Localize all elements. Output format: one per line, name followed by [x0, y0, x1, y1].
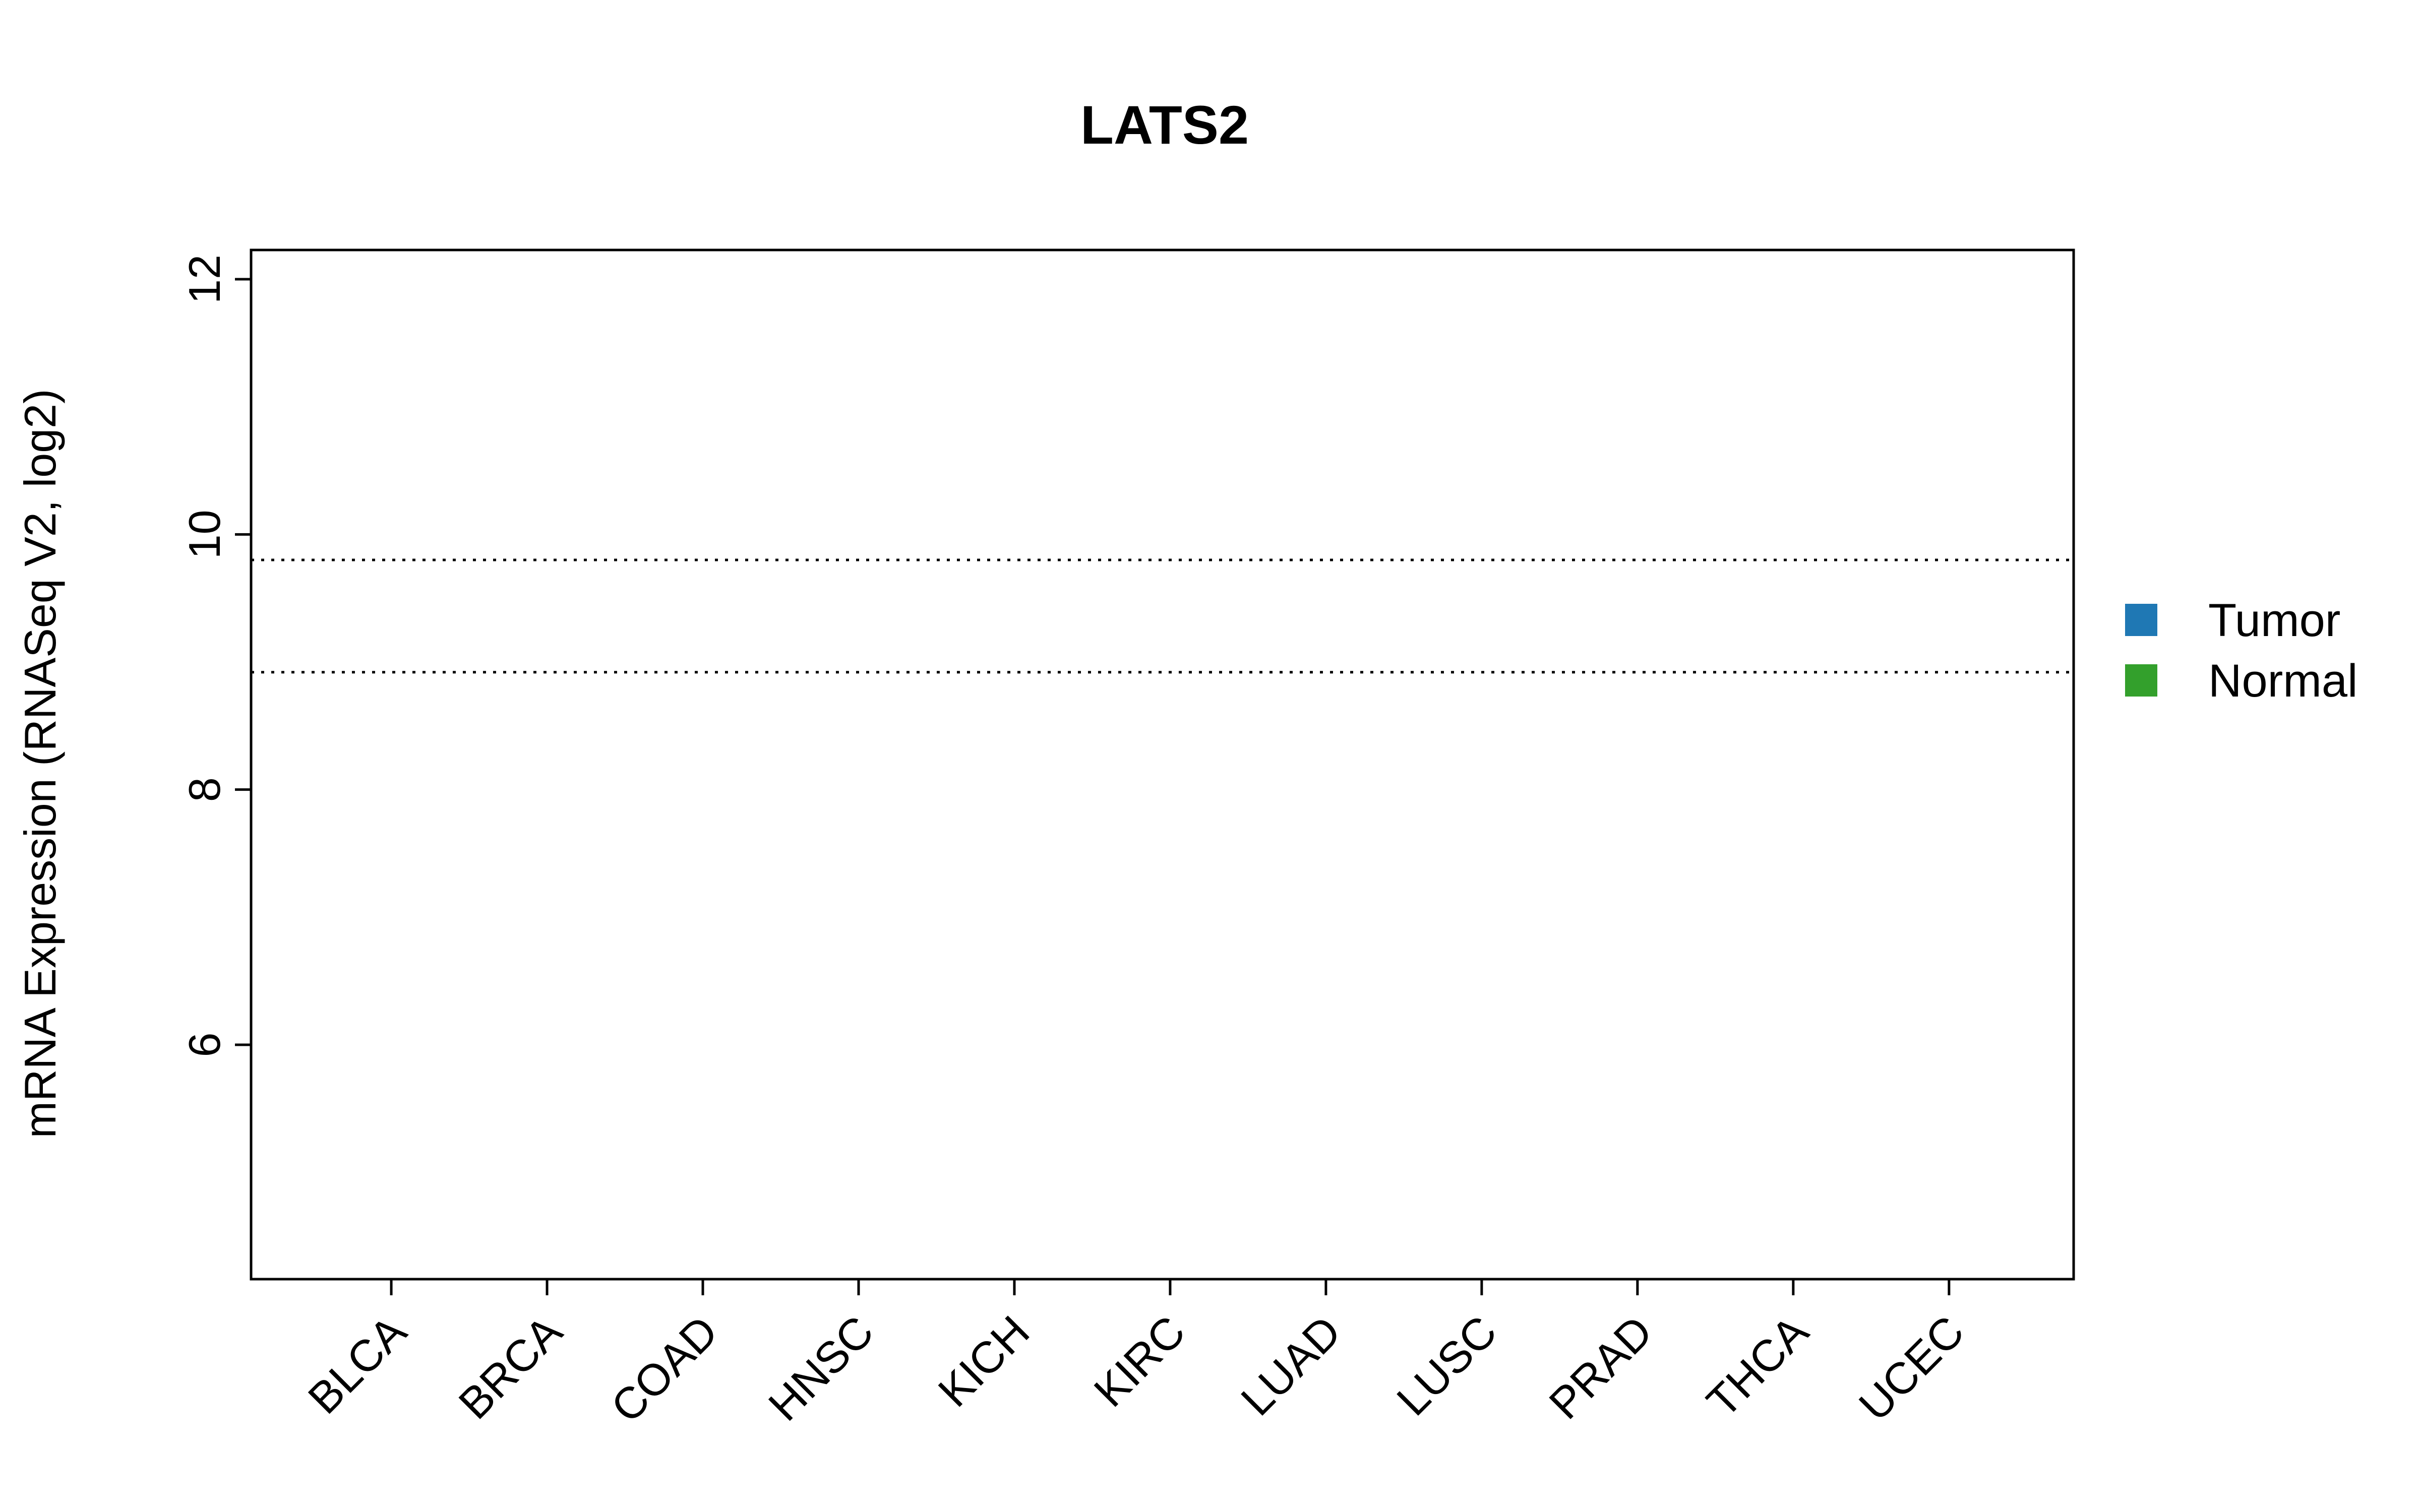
violin-tumor-brca — [505, 0, 544, 700]
y-tick-label-10: 10 — [179, 510, 229, 559]
violin-normal-brca — [551, 0, 589, 558]
x-tick-label-blca: BLCA — [298, 1306, 416, 1423]
x-tick-label-kich: KICH — [929, 1306, 1039, 1416]
violin-tumor-kich — [973, 0, 1011, 709]
violin-tumor-lusc — [1440, 0, 1478, 726]
legend: Tumor Normal — [2125, 595, 2357, 707]
reference-lines — [251, 558, 2074, 674]
y-tick-label-12: 12 — [179, 255, 229, 304]
y-axis-label: mRNA Expression (RNASeq V2, log2) — [15, 389, 65, 1139]
violin-normal-luad — [1329, 0, 1368, 514]
x-tick-label-hnsc: HNSC — [759, 1306, 883, 1430]
x-axis: BLCA BRCA COAD HNSC KICH KIRC LUAD LUSC PRAD THCA… — [298, 1279, 1973, 1432]
legend-label-tumor: Tumor — [2208, 595, 2340, 646]
x-tick-label-prad: PRAD — [1539, 1306, 1662, 1428]
violin-normal-lusc — [1485, 0, 1524, 502]
violin-normal-prad — [1641, 0, 1679, 609]
legend-swatch-tumor — [2125, 604, 2157, 636]
x-tick-label-brca: BRCA — [449, 1306, 572, 1428]
violin-tumor-ucec — [1907, 0, 1946, 789]
violin-tumor-prad — [1596, 0, 1634, 636]
x-tick-label-luad: LUAD — [1231, 1306, 1350, 1425]
x-tick-label-ucec: UCEC — [1849, 1306, 1973, 1430]
legend-label-normal: Normal — [2208, 655, 2357, 707]
legend-swatch-normal — [2125, 664, 2157, 697]
violin-normal-thca — [1797, 0, 1835, 491]
violin-tumor-coad — [661, 0, 700, 747]
violins-layer — [349, 0, 1991, 789]
y-tick-label-8: 8 — [179, 777, 229, 802]
plot-area-frame — [250, 248, 2075, 1281]
violin-normal-kich — [1018, 0, 1056, 542]
violin-normal-blca — [395, 0, 434, 488]
x-tick-label-kirc: KIRC — [1084, 1306, 1195, 1416]
y-axis: 6 8 10 12 — [179, 255, 251, 1057]
chart-title: LATS2 — [1080, 94, 1249, 155]
violin-normal-kirc — [1174, 0, 1212, 534]
violin-tumor-kirc — [1128, 0, 1167, 546]
violin-normal-hnsc — [862, 0, 900, 648]
violin-tumor-thca — [1751, 0, 1790, 600]
violin-normal-coad — [706, 0, 745, 719]
violin-tumor-luad — [1284, 0, 1322, 664]
x-tick-label-lusc: LUSC — [1387, 1306, 1506, 1425]
x-tick-label-thca: THCA — [1697, 1306, 1818, 1427]
violin-normal-ucec — [1953, 0, 1991, 579]
y-tick-label-6: 6 — [179, 1033, 229, 1057]
violin-tumor-hnsc — [817, 0, 855, 687]
violin-tumor-blca — [349, 0, 388, 743]
x-tick-label-coad: COAD — [601, 1306, 728, 1432]
